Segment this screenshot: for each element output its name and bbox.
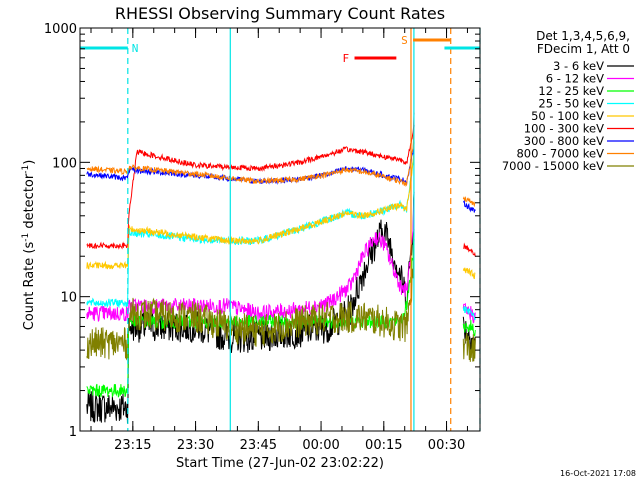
y-tick-label-1: 1 (69, 425, 77, 440)
chart-title: RHESSI Observing Summary Count Rates (115, 4, 445, 23)
legend-label-3-6-kev: 3 - 6 keV (553, 59, 604, 73)
x-tick-label-00:00: 00:00 (302, 438, 339, 453)
y-axis-label-sup2: -1 (21, 165, 31, 174)
flag-label-f: F (343, 52, 350, 65)
axes: 23:15 23:30 23:45 00:00 00:15 00:30 1 10 100 1000 (44, 22, 481, 453)
series-group (86, 112, 476, 424)
legend-label-25-50-kev: 25 - 50 keV (538, 97, 604, 111)
x-tick-label-00:15: 00:15 (365, 438, 402, 453)
series-line-7000-15000-kev (86, 239, 476, 362)
y-axis-label: Count Rate (s-1 detector-1) (21, 160, 37, 331)
x-axis-label: Start Time (27-Jun-02 23:02:22) (176, 456, 384, 471)
legend-label-50-100-kev: 50 - 100 keV (531, 109, 604, 123)
legend-header-line1: Det 1,3,4,5,6,9, (536, 29, 630, 43)
plot-frame (79, 27, 481, 432)
series-line-100-300-kev (86, 112, 476, 257)
series-line-50-100-kev (86, 142, 476, 280)
legend-label-300-800-kev: 300 - 800 keV (524, 134, 604, 148)
y-axis-label-mid: detector (22, 173, 37, 233)
x-tick-label-23:15: 23:15 (114, 438, 151, 453)
y-tick-label-10: 10 (60, 291, 77, 306)
y-tick-label-1000: 1000 (44, 22, 77, 37)
flag-label-n: N (132, 42, 139, 55)
y-axis-label-sup1: -1 (21, 233, 31, 242)
y-tick-label-100: 100 (52, 156, 77, 171)
y-axis-label-end: ) (22, 160, 37, 165)
legend: Det 1,3,4,5,6,9, FDecim 1, Att 0 3 - 6 k… (502, 29, 634, 173)
legend-label-6-12-kev: 6 - 12 keV (546, 72, 604, 86)
x-tick-label-23:45: 23:45 (240, 438, 277, 453)
series-line-800-7000-kev (86, 124, 476, 208)
flag-bars: N S F (80, 34, 480, 65)
flag-label-s: S (401, 34, 408, 47)
x-tick-label-00:30: 00:30 (428, 438, 465, 453)
legend-label-800-7000-kev: 800 - 7000 keV (516, 147, 604, 161)
legend-label-12-25-kev: 12 - 25 keV (538, 84, 604, 98)
y-axis-label-main: Count Rate (s (22, 242, 37, 331)
footer-timestamp: 16-Oct-2021 17:08 (560, 469, 636, 478)
x-tick-label-23:30: 23:30 (177, 438, 214, 453)
legend-label-100-300-kev: 100 - 300 keV (524, 122, 604, 136)
legend-label-7000-15000-kev: 7000 - 15000 keV (502, 159, 604, 173)
legend-header-line2: FDecim 1, Att 0 (537, 42, 630, 56)
plot-area (86, 112, 476, 424)
